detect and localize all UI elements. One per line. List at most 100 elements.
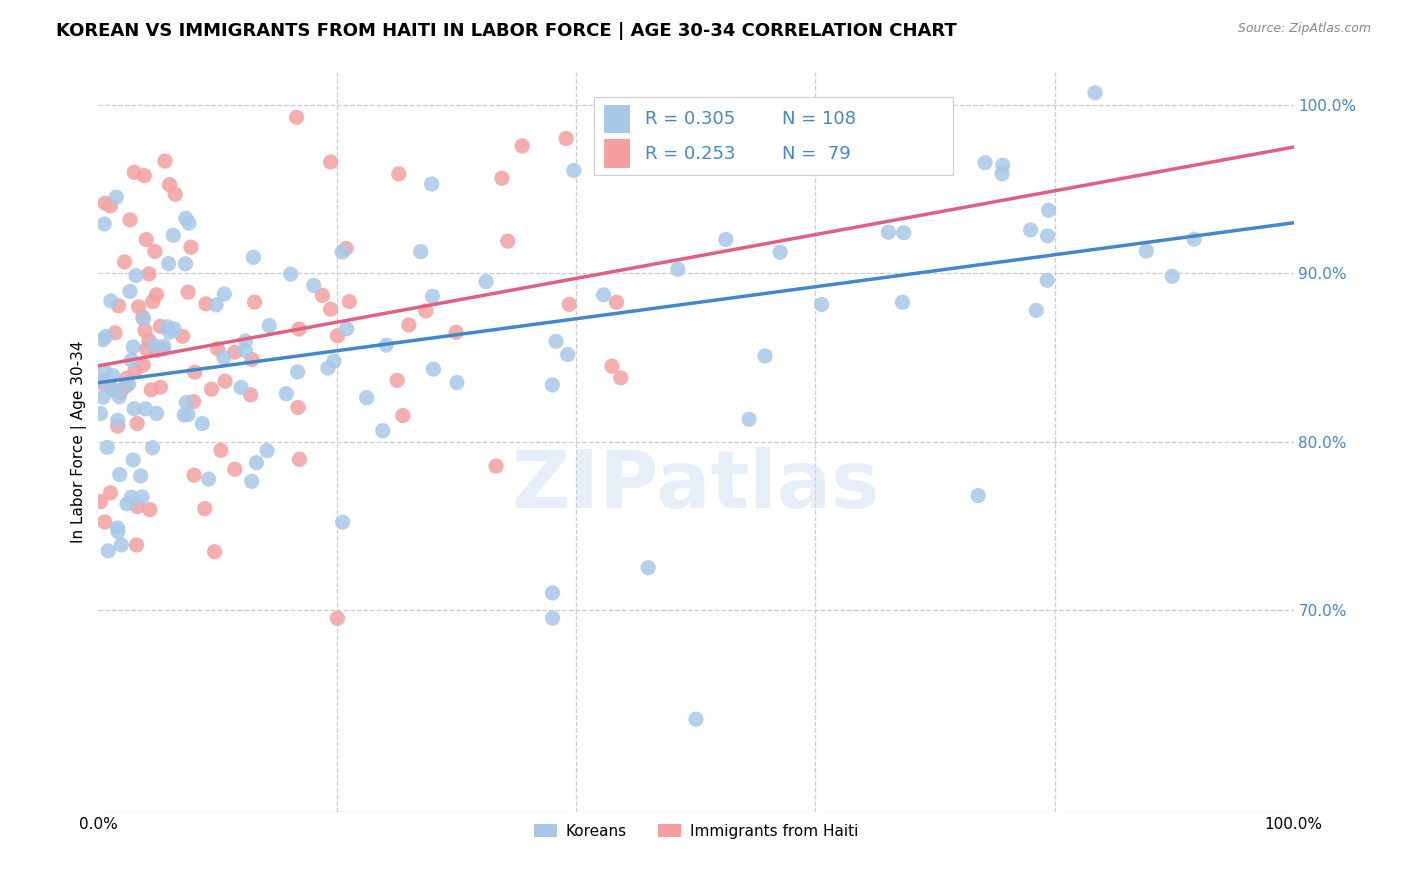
- Immigrants from Haiti: [204, 545, 226, 559]
- Koreans: [97, 544, 120, 558]
- Koreans: [245, 456, 267, 470]
- Immigrants from Haiti: [194, 501, 217, 516]
- Immigrants from Haiti: [209, 443, 232, 458]
- Immigrants from Haiti: [110, 385, 132, 400]
- Koreans: [91, 390, 114, 404]
- Immigrants from Haiti: [138, 334, 160, 348]
- Koreans: [104, 384, 127, 398]
- Immigrants from Haiti: [600, 359, 623, 373]
- Immigrants from Haiti: [100, 486, 122, 500]
- Koreans: [163, 322, 186, 336]
- Koreans: [974, 155, 997, 169]
- Koreans: [592, 288, 614, 302]
- Immigrants from Haiti: [107, 299, 129, 313]
- Koreans: [107, 413, 129, 427]
- Koreans: [118, 376, 141, 391]
- Koreans: [105, 190, 128, 204]
- Immigrants from Haiti: [287, 401, 309, 415]
- Koreans: [420, 177, 443, 191]
- Immigrants from Haiti: [311, 288, 333, 302]
- Immigrants from Haiti: [337, 294, 360, 309]
- Koreans: [96, 441, 118, 455]
- Koreans: [422, 362, 444, 376]
- Koreans: [541, 378, 564, 392]
- Koreans: [214, 287, 236, 301]
- Koreans: [174, 395, 197, 409]
- Koreans: [177, 408, 200, 422]
- Immigrants from Haiti: [149, 380, 172, 394]
- Koreans: [91, 333, 114, 347]
- Immigrants from Haiti: [385, 373, 409, 387]
- Bar: [595, 97, 953, 175]
- Immigrants from Haiti: [145, 343, 167, 358]
- Bar: [605, 139, 630, 168]
- Koreans: [276, 386, 298, 401]
- Koreans: [738, 412, 761, 426]
- Immigrants from Haiti: [335, 242, 357, 256]
- Immigrants from Haiti: [392, 409, 415, 423]
- Koreans: [174, 211, 197, 226]
- Koreans: [541, 586, 564, 600]
- Immigrants from Haiti: [605, 295, 627, 310]
- Koreans: [991, 167, 1014, 181]
- Koreans: [1036, 273, 1059, 287]
- Immigrants from Haiti: [177, 285, 200, 300]
- Immigrants from Haiti: [145, 288, 167, 302]
- Koreans: [197, 472, 219, 486]
- Immigrants from Haiti: [326, 611, 349, 625]
- Immigrants from Haiti: [153, 154, 176, 169]
- Immigrants from Haiti: [125, 538, 148, 552]
- Koreans: [541, 611, 564, 625]
- Koreans: [666, 262, 689, 277]
- Koreans: [89, 407, 111, 421]
- Koreans: [302, 278, 325, 293]
- Immigrants from Haiti: [135, 233, 157, 247]
- Koreans: [1019, 223, 1042, 237]
- Koreans: [323, 354, 346, 368]
- Koreans: [122, 340, 145, 354]
- Koreans: [256, 443, 278, 458]
- Koreans: [134, 401, 156, 416]
- Immigrants from Haiti: [491, 171, 513, 186]
- Koreans: [877, 225, 900, 239]
- Koreans: [115, 497, 138, 511]
- Koreans: [1038, 203, 1060, 218]
- Immigrants from Haiti: [141, 383, 163, 397]
- Immigrants from Haiti: [93, 376, 115, 391]
- Y-axis label: In Labor Force | Age 30-34: In Labor Force | Age 30-34: [72, 340, 87, 543]
- Koreans: [156, 319, 179, 334]
- Immigrants from Haiti: [152, 342, 174, 356]
- Immigrants from Haiti: [149, 319, 172, 334]
- Koreans: [107, 521, 129, 535]
- Immigrants from Haiti: [288, 452, 311, 467]
- Koreans: [132, 312, 155, 326]
- Koreans: [422, 289, 444, 303]
- Koreans: [637, 560, 659, 574]
- Legend: Koreans, Immigrants from Haiti: Koreans, Immigrants from Haiti: [527, 817, 865, 845]
- Immigrants from Haiti: [165, 187, 187, 202]
- Koreans: [1182, 232, 1205, 246]
- Immigrants from Haiti: [224, 462, 246, 476]
- Immigrants from Haiti: [388, 167, 411, 181]
- Immigrants from Haiti: [288, 322, 311, 336]
- Koreans: [205, 298, 228, 312]
- Koreans: [280, 267, 302, 281]
- Immigrants from Haiti: [132, 358, 155, 372]
- Text: N =  79: N = 79: [782, 145, 851, 162]
- Koreans: [810, 297, 832, 311]
- Koreans: [967, 489, 990, 503]
- Immigrants from Haiti: [319, 302, 342, 317]
- Immigrants from Haiti: [104, 326, 127, 340]
- Immigrants from Haiti: [240, 352, 263, 367]
- Koreans: [562, 163, 585, 178]
- Koreans: [122, 453, 145, 467]
- Koreans: [714, 232, 737, 246]
- Koreans: [108, 390, 131, 404]
- Immigrants from Haiti: [135, 342, 157, 356]
- Immigrants from Haiti: [132, 310, 155, 325]
- Koreans: [409, 244, 432, 259]
- Koreans: [1036, 228, 1059, 243]
- Immigrants from Haiti: [444, 326, 467, 340]
- Immigrants from Haiti: [94, 196, 117, 211]
- Immigrants from Haiti: [127, 500, 149, 514]
